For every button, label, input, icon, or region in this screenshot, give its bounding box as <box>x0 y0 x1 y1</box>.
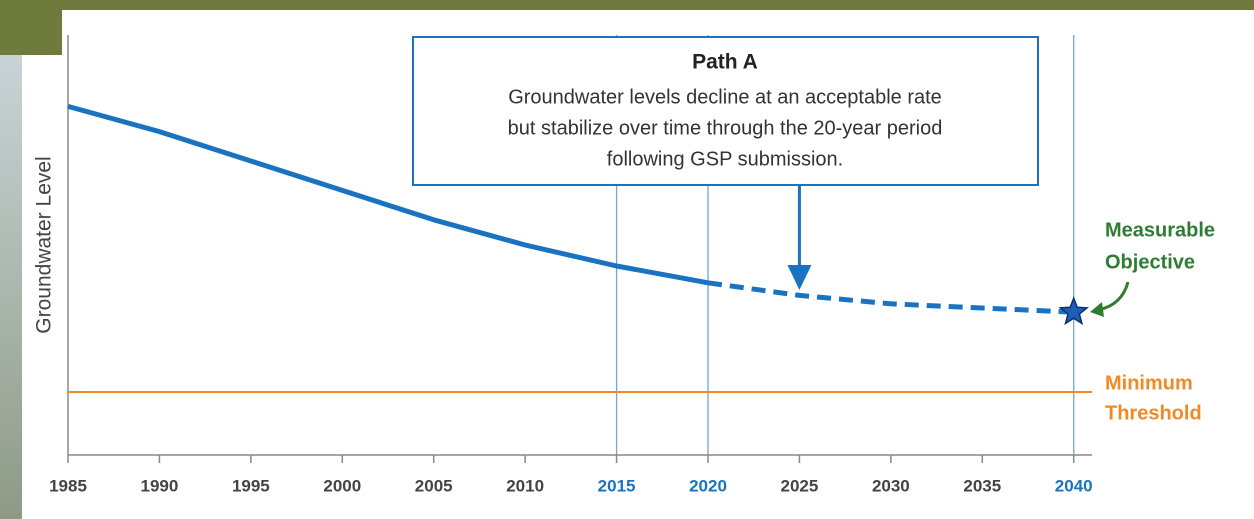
panel-notch <box>22 10 62 55</box>
x-tick-label: 2025 <box>781 476 819 495</box>
y-axis-label: Groundwater Level <box>33 156 56 333</box>
x-tick-label: 2005 <box>415 476 453 495</box>
x-tick-label: 2035 <box>963 476 1001 495</box>
x-tick-label: 1985 <box>49 476 87 495</box>
x-tick-label: 2010 <box>506 476 544 495</box>
x-tick-label: 1990 <box>141 476 179 495</box>
x-tick-label: 2020 <box>689 476 727 495</box>
chart: Groundwater Level 1985 1990 1995 2000 2005 20… <box>0 0 1254 519</box>
x-tick-label: 2000 <box>323 476 361 495</box>
x-tick-label: 2040 <box>1055 476 1093 495</box>
photo-strip <box>0 55 24 519</box>
measurable-objective-label: Measurable <box>1105 219 1215 241</box>
minimum-threshold-label: Threshold <box>1105 402 1202 424</box>
annotation-text: but stabilize over time through the 20-y… <box>508 117 943 139</box>
annotation-title: Path A <box>692 51 758 74</box>
annotation-text: following GSP submission. <box>607 148 843 170</box>
x-tick-label: 1995 <box>232 476 270 495</box>
annotation-text: Groundwater levels decline at an accepta… <box>508 86 942 108</box>
x-tick-label: 2015 <box>598 476 636 495</box>
measurable-objective-label: Objective <box>1105 251 1195 273</box>
x-tick-label: 2030 <box>872 476 910 495</box>
minimum-threshold-label: Minimum <box>1105 372 1193 394</box>
